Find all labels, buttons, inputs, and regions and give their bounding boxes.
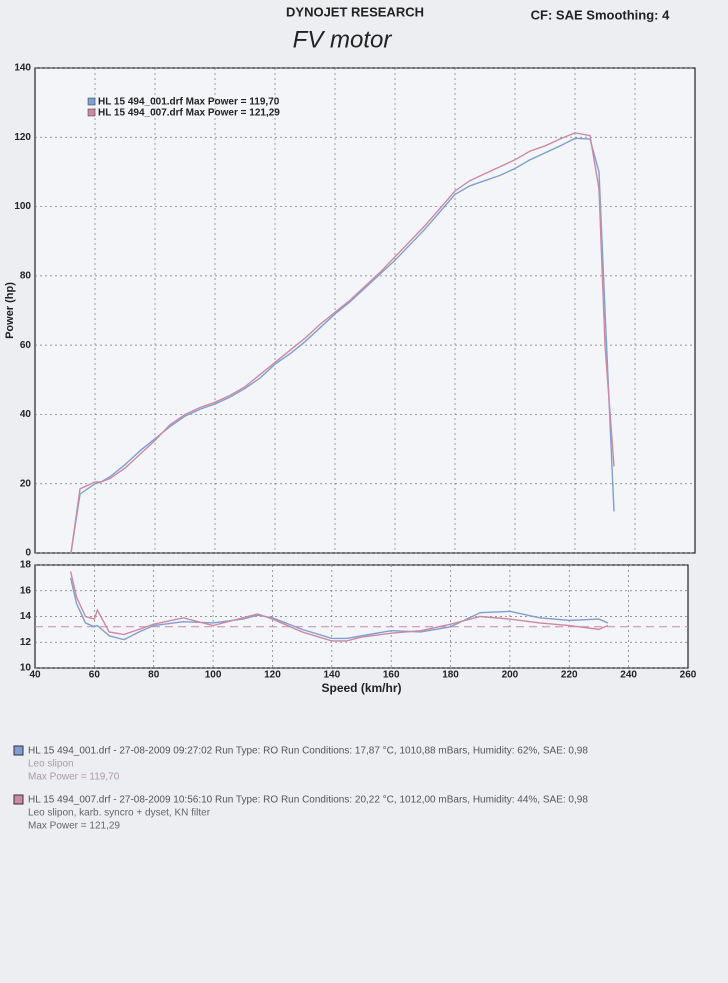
x-tick-label: 100 <box>205 670 222 681</box>
y-tick-label: 40 <box>20 409 32 420</box>
x-tick-label: 180 <box>442 670 459 681</box>
run-info: HL 15 494_001.drf - 27-08-2009 09:27:02 … <box>28 746 588 757</box>
x-tick-label: 220 <box>561 670 578 681</box>
settings: CF: SAE Smoothing: 4 <box>531 7 670 22</box>
data-line <box>70 137 615 554</box>
run-swatch <box>13 745 24 756</box>
legend-swatch <box>87 97 96 106</box>
legend-swatch <box>87 108 96 117</box>
x-tick-label: 240 <box>620 670 637 681</box>
y-tick-label: 140 <box>14 63 31 74</box>
run-note: Leo slipon <box>28 759 74 770</box>
legend-label: HL 15 494_007.drf Max Power = 121,29 <box>98 108 280 119</box>
y-axis-label: Power (hp) <box>4 282 16 339</box>
x-tick-label: 120 <box>264 670 281 681</box>
run-note: Leo slipon, karb. syncro + dyset, KN fil… <box>28 808 211 819</box>
x-axis-label: Speed (km/hr) <box>321 681 401 695</box>
y-tick-label: 20 <box>20 478 32 489</box>
y-tick-label: 16 <box>20 585 32 596</box>
data-line <box>69 571 609 642</box>
y-tick-label: 10 <box>20 663 32 674</box>
y-tick-label: 12 <box>20 637 32 648</box>
plot-area <box>34 67 696 554</box>
x-tick-label: 80 <box>148 670 160 681</box>
x-tick-label: 60 <box>89 670 101 681</box>
run-max: Max Power = 119,70 <box>28 772 120 783</box>
y-tick-label: 80 <box>20 270 32 281</box>
company: DYNOJET RESEARCH <box>286 4 424 19</box>
run-max: Max Power = 121,29 <box>28 821 120 832</box>
chart-title: FV motor <box>293 26 393 53</box>
x-tick-label: 260 <box>680 670 697 681</box>
legend-label: HL 15 494_001.drf Max Power = 119,70 <box>98 97 280 108</box>
data-line <box>70 132 615 554</box>
y-tick-label: 0 <box>25 548 31 559</box>
x-tick-label: 160 <box>383 670 400 681</box>
run-info: HL 15 494_007.drf - 27-08-2009 10:56:10 … <box>28 795 588 806</box>
run-swatch <box>13 794 24 805</box>
y-tick-label: 120 <box>14 132 31 143</box>
x-tick-label: 200 <box>502 670 519 681</box>
x-tick-label: 140 <box>323 670 340 681</box>
y-tick-label: 60 <box>20 340 32 351</box>
data-line <box>69 577 609 641</box>
x-tick-label: 40 <box>29 670 41 681</box>
y-tick-label: 100 <box>14 201 31 212</box>
y-tick-label: 18 <box>20 560 32 571</box>
y-tick-label: 14 <box>20 611 32 622</box>
